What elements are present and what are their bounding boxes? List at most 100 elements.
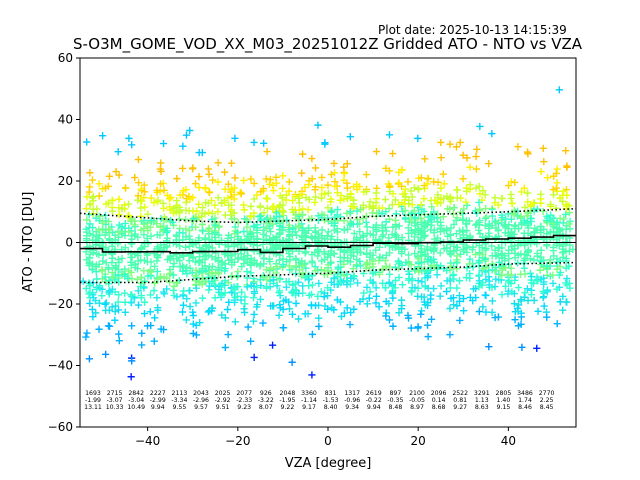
scatter-point [517,270,525,278]
scatter-point [212,249,220,257]
scatter-point [491,217,499,225]
scatter-point [311,198,319,206]
scatter-point [562,147,570,155]
scatter-point [363,283,371,291]
scatter-point [362,187,371,196]
scatter-point [462,217,471,225]
scatter-point [446,231,454,239]
scatter-point [447,251,455,259]
scatter-point [482,213,491,221]
scatter-point [442,244,451,252]
scatter-point [134,155,142,164]
scatter-point [128,322,136,330]
scatter-point [330,159,338,168]
scatter-point [334,265,342,273]
scatter-point [125,228,133,236]
scatter-point [330,250,338,258]
scatter-point [137,294,145,302]
scatter-point [241,300,249,308]
scatter-point [392,231,400,239]
scatter-point [104,322,113,330]
scatter-point [253,191,261,199]
scatter-point [108,207,117,215]
scatter-point [150,287,158,295]
scatter-point [378,254,387,262]
scatter-point [93,233,101,241]
scatter-point [520,229,528,237]
bin-std-label: 9.27 [453,404,467,411]
scatter-point [443,266,451,275]
scatter-point [234,283,242,291]
scatter-point [424,284,432,292]
scatter-point [504,181,513,190]
bin-std-label: 8.48 [389,404,403,411]
scatter-point [236,188,244,196]
scatter-point [363,300,371,308]
scatter-point [553,224,561,232]
scatter-point [202,199,210,207]
scatter-point [350,196,358,204]
scatter-point [192,223,200,231]
scatter-point [304,180,313,189]
scatter-point [526,201,535,209]
scatter-point [473,145,481,153]
scatter-point [472,152,480,161]
scatter-point [515,301,523,309]
scatter-point [160,273,168,281]
scatter-point [521,203,529,211]
scatter-point [553,165,561,173]
scatter-point [228,272,236,280]
scatter-point [327,278,335,286]
scatter-point [404,251,413,259]
scatter-point [253,260,261,268]
scatter-point [257,188,265,196]
scatter-point [208,176,217,184]
scatter-point [269,205,277,213]
scatter-point [176,257,184,265]
scatter-point [224,305,232,314]
scatter-point [243,283,251,291]
scatter-point [392,210,400,218]
scatter-point [272,250,280,258]
scatter-point [95,180,103,188]
scatter-point [108,303,116,311]
scatter-point [169,271,177,279]
scatter-point [192,331,201,339]
scatter-point [359,233,367,241]
scatter-point [447,294,455,303]
scatter-point [539,207,547,216]
scatter-point [421,252,429,260]
scatter-point [154,304,162,312]
scatter-point [150,337,158,345]
scatter-point [533,240,541,248]
scatter-point [481,221,489,230]
scatter-point [291,193,299,201]
scatter-point [102,228,110,237]
scatter-point [388,150,397,158]
x-axis-label: VZA [degree] [285,456,372,471]
scatter-point [337,191,345,200]
scatter-point [160,244,168,252]
scatter-point [183,270,191,278]
scatter-point [372,299,380,307]
scatter-point [563,162,571,170]
scatter-point [137,226,145,234]
scatter-point [476,230,484,238]
scatter-point [289,280,297,288]
scatter-point [353,234,361,242]
scatter-point [299,269,307,277]
scatter-point [215,231,223,239]
scatter-point [408,201,416,209]
scatter-point [305,282,313,290]
scatter-point [417,174,426,182]
y-tick-label: 40 [58,113,73,127]
scatter-point [523,285,531,293]
scatter-point [260,209,268,217]
scatter-point [369,204,378,212]
scatter-point [115,195,123,203]
scatter-point [492,224,500,232]
scatter-point [360,289,368,297]
scatter-point [153,294,161,302]
scatter-point [128,141,136,149]
scatter-point [227,186,235,194]
